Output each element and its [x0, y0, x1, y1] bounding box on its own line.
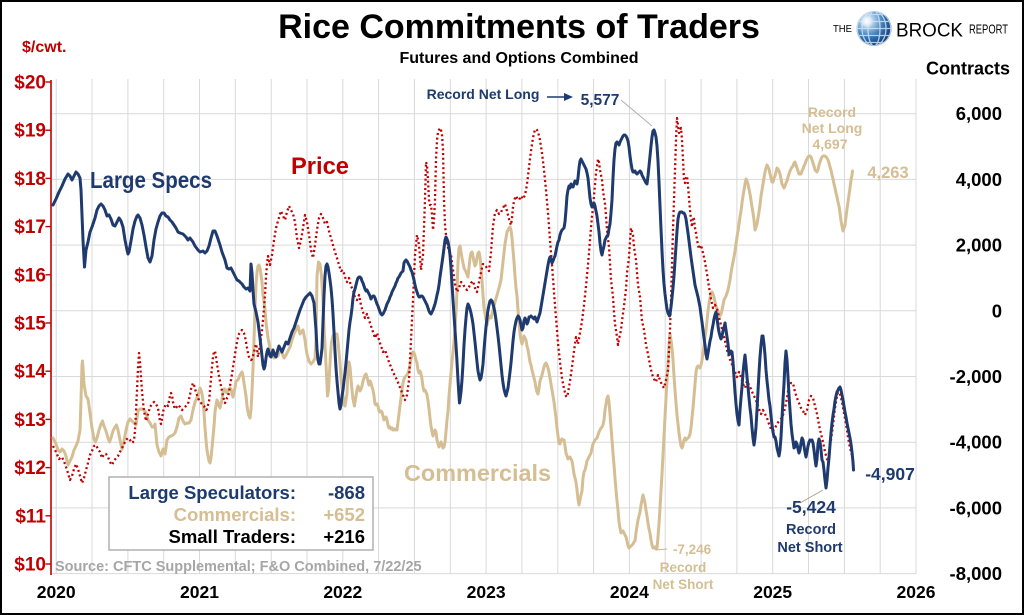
svg-text:-868: -868	[328, 482, 365, 503]
svg-text:REPORT: REPORT	[969, 23, 1008, 37]
svg-text:Record: Record	[808, 104, 856, 120]
svg-text:2,000: 2,000	[956, 235, 1002, 256]
svg-text:$12: $12	[14, 458, 46, 479]
svg-text:$13: $13	[14, 410, 46, 431]
svg-text:Futures and Options Combined: Futures and Options Combined	[399, 50, 638, 67]
svg-text:2024: 2024	[610, 582, 649, 602]
svg-text:0: 0	[992, 300, 1002, 321]
svg-text:-5,424: -5,424	[786, 497, 836, 517]
svg-text:$15: $15	[14, 314, 46, 335]
svg-text:Large Specs: Large Specs	[90, 167, 212, 193]
svg-text:2021: 2021	[180, 582, 219, 602]
svg-text:Net Short: Net Short	[777, 540, 842, 556]
svg-text:Record: Record	[786, 522, 836, 538]
svg-text:-7,246: -7,246	[673, 542, 712, 557]
svg-text:$11: $11	[15, 506, 46, 527]
svg-text:-8,000: -8,000	[950, 563, 1002, 584]
svg-text:Contracts: Contracts	[926, 59, 1010, 79]
svg-text:4,000: 4,000	[956, 169, 1002, 190]
svg-text:+216: +216	[323, 526, 365, 547]
svg-text:Large Speculators:: Large Speculators:	[128, 482, 296, 503]
svg-text:Commercials:: Commercials:	[174, 504, 296, 525]
svg-text:-4,907: -4,907	[865, 464, 915, 484]
svg-text:2026: 2026	[897, 582, 936, 602]
svg-text:Price: Price	[291, 153, 349, 180]
svg-text:Net Short: Net Short	[653, 577, 714, 592]
svg-text:$18: $18	[14, 169, 46, 190]
svg-text:Small Traders:: Small Traders:	[168, 526, 296, 547]
svg-text:Record: Record	[660, 560, 707, 575]
svg-text:4,263: 4,263	[867, 164, 908, 182]
svg-text:$19: $19	[14, 121, 46, 142]
svg-text:Commercials: Commercials	[404, 460, 551, 486]
svg-text:2020: 2020	[37, 582, 76, 602]
svg-text:+652: +652	[323, 504, 365, 525]
svg-text:BROCK: BROCK	[896, 20, 963, 42]
svg-text:$/cwt.: $/cwt.	[22, 39, 66, 56]
svg-text:-6,000: -6,000	[950, 497, 1002, 518]
svg-text:-4,000: -4,000	[950, 432, 1002, 453]
svg-text:$10: $10	[14, 555, 46, 576]
svg-text:-2,000: -2,000	[950, 366, 1002, 387]
svg-text:2025: 2025	[753, 582, 792, 602]
svg-text:$16: $16	[14, 265, 46, 286]
svg-text:4,697: 4,697	[812, 136, 847, 152]
svg-text:2023: 2023	[467, 582, 506, 602]
svg-text:$20: $20	[14, 73, 46, 94]
svg-text:Source: CFTC Supplemental; F&O: Source: CFTC Supplemental; F&O Combined,…	[55, 559, 422, 575]
svg-text:Record Net Long: Record Net Long	[427, 86, 540, 102]
svg-text:2022: 2022	[323, 582, 362, 602]
svg-text:6,000: 6,000	[956, 103, 1002, 124]
svg-text:$14: $14	[14, 362, 46, 383]
svg-text:5,577: 5,577	[581, 92, 620, 109]
svg-text:Net Long: Net Long	[802, 120, 863, 136]
svg-text:THE: THE	[833, 23, 852, 35]
svg-text:$17: $17	[14, 217, 46, 238]
svg-text:Rice Commitments of Traders: Rice Commitments of Traders	[278, 8, 760, 46]
